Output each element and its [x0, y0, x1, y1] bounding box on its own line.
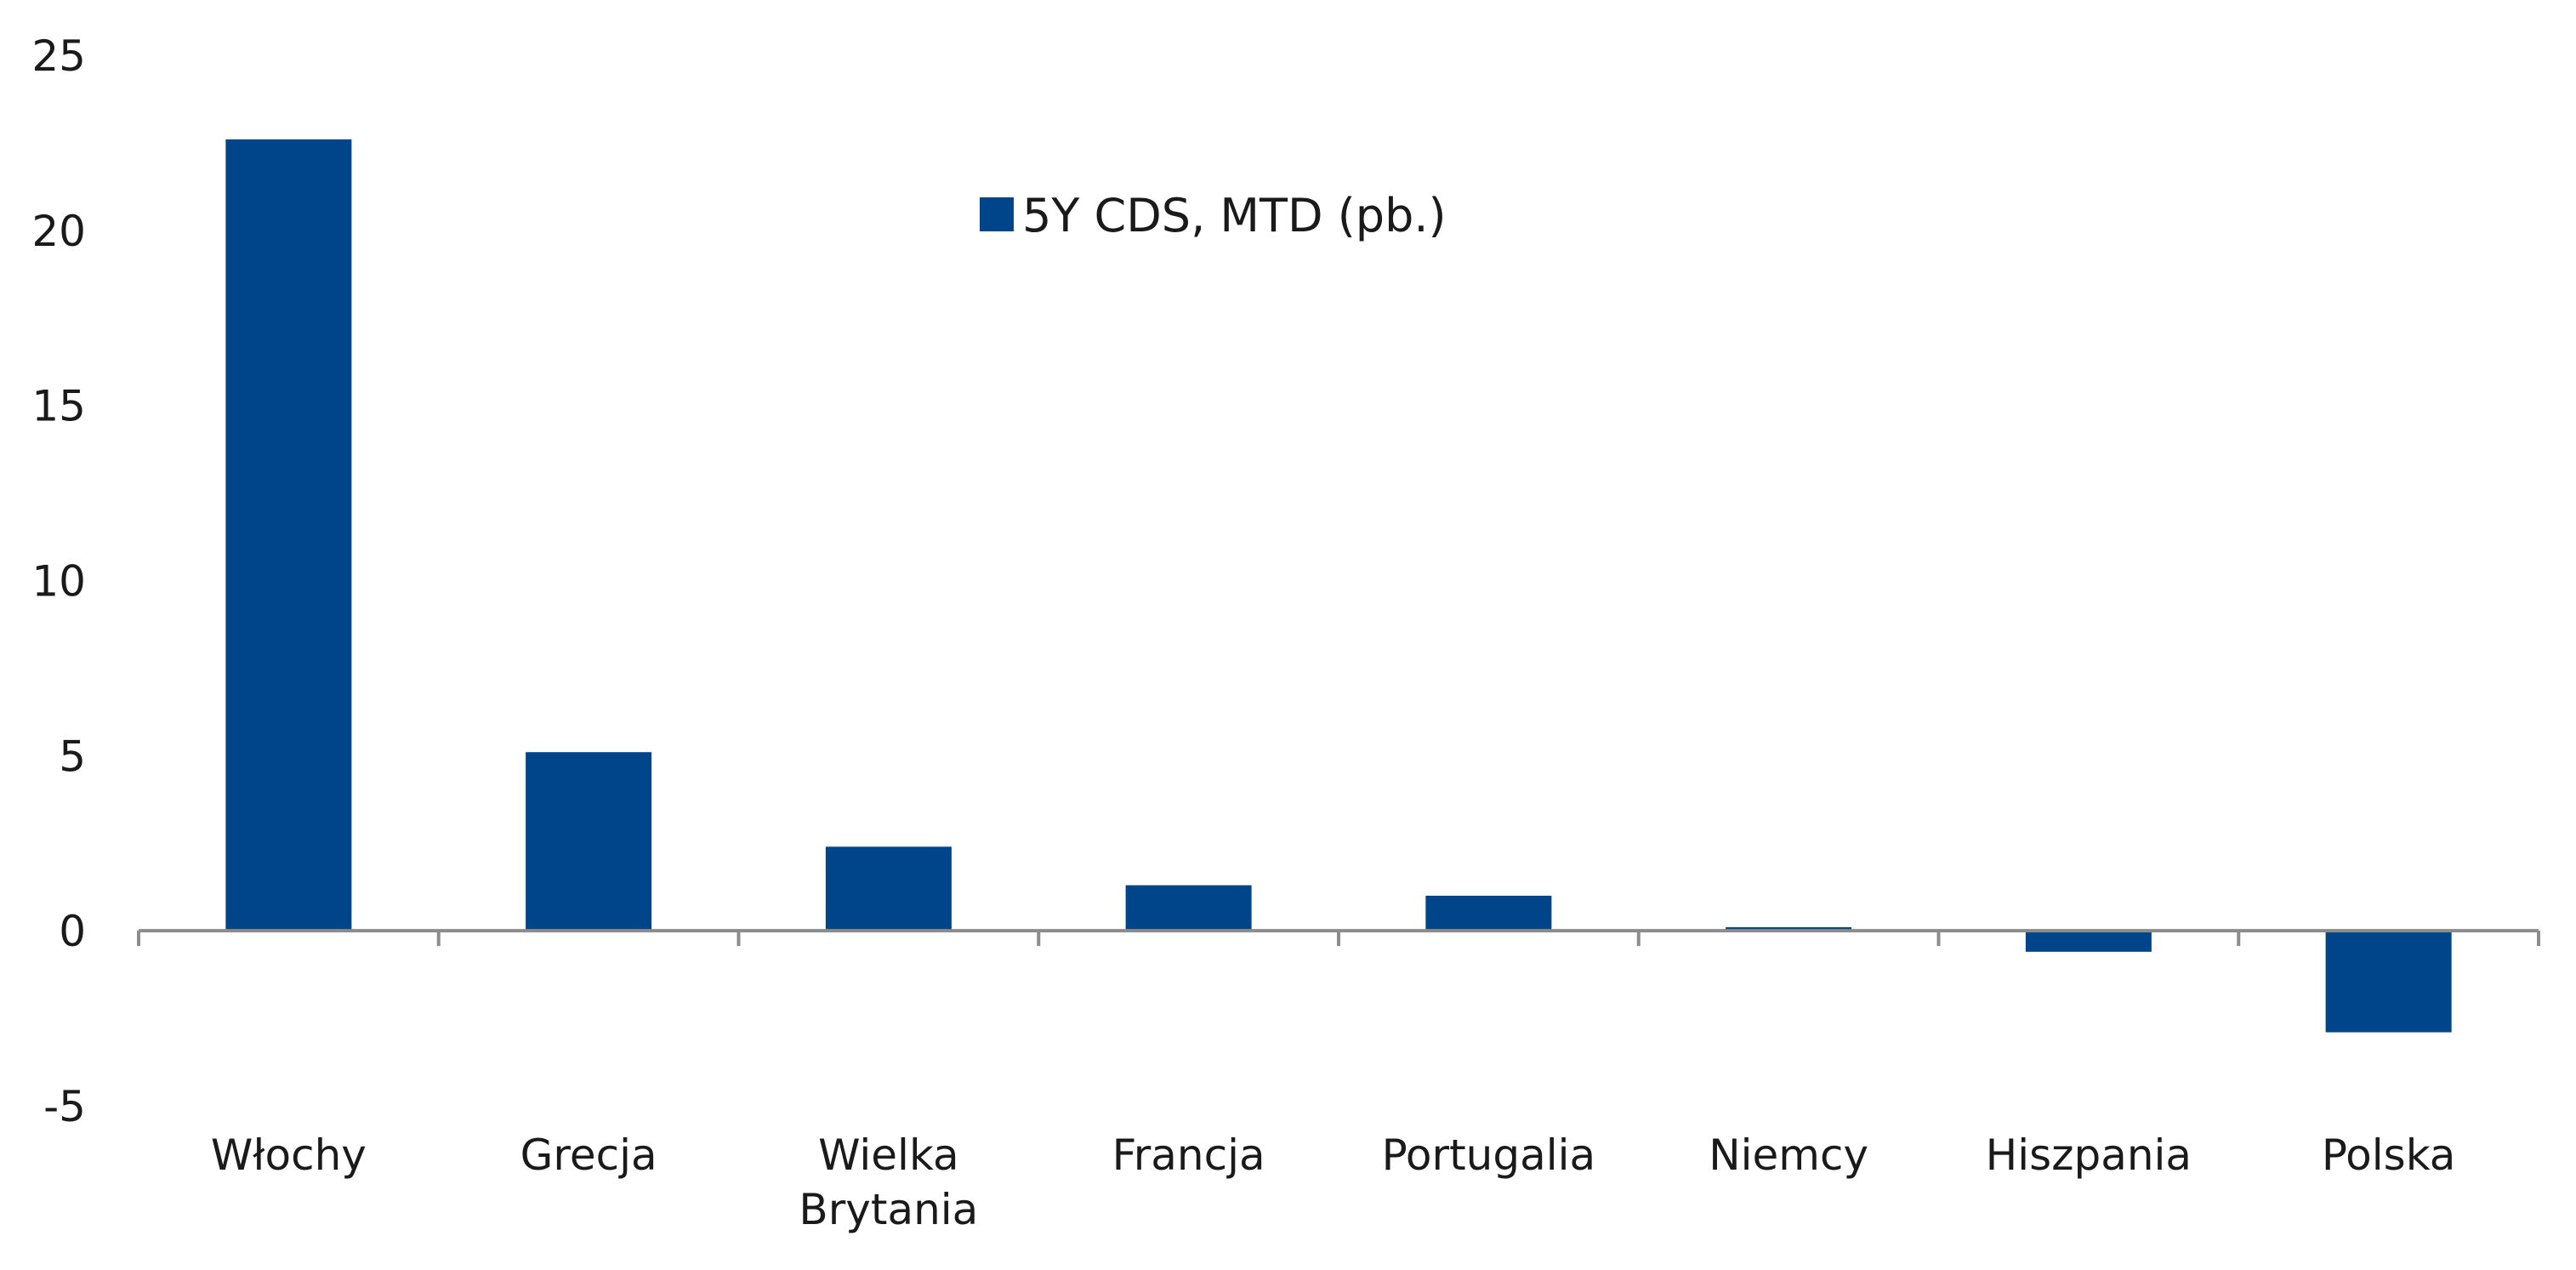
bar [1425, 896, 1552, 931]
y-tick-label: 15 [31, 382, 86, 431]
bar [2325, 931, 2452, 1033]
x-tick-label: Francja [1112, 1130, 1265, 1180]
x-tick-label: Włochy [211, 1130, 367, 1180]
bars-group [225, 139, 2452, 1033]
bar [526, 752, 652, 931]
legend-label: 5Y CDS, MTD (pb.) [1022, 189, 1447, 242]
bar [225, 139, 352, 931]
x-tick-label: Polska [2322, 1130, 2456, 1180]
x-tick-label: Wielka Brytania [799, 1130, 978, 1234]
y-tick-label: 10 [31, 557, 86, 607]
bar [1125, 885, 1252, 931]
legend-swatch [980, 197, 1014, 231]
x-tick-label: Grecja [520, 1130, 657, 1180]
x-tick-label: Hiszpania [1986, 1130, 2192, 1180]
x-axis [137, 929, 2540, 947]
bar [2025, 931, 2152, 952]
y-tick-label: 20 [31, 207, 86, 256]
legend: 5Y CDS, MTD (pb.) [980, 189, 1447, 242]
x-axis-labels: Włochy Grecja Wielka Brytania Francja Portuga… [211, 1130, 2456, 1234]
y-axis-labels: -5 0 5 10 15 20 25 [31, 31, 86, 1131]
y-tick-label: -5 [43, 1082, 86, 1131]
x-tick-label: Portugalia [1382, 1130, 1596, 1180]
y-tick-label: 5 [59, 732, 86, 781]
bar [1726, 927, 1852, 931]
bar [825, 846, 952, 931]
y-tick-label: 0 [59, 907, 86, 956]
y-tick-label: 25 [31, 31, 86, 81]
x-tick-label: Niemcy [1709, 1130, 1868, 1180]
